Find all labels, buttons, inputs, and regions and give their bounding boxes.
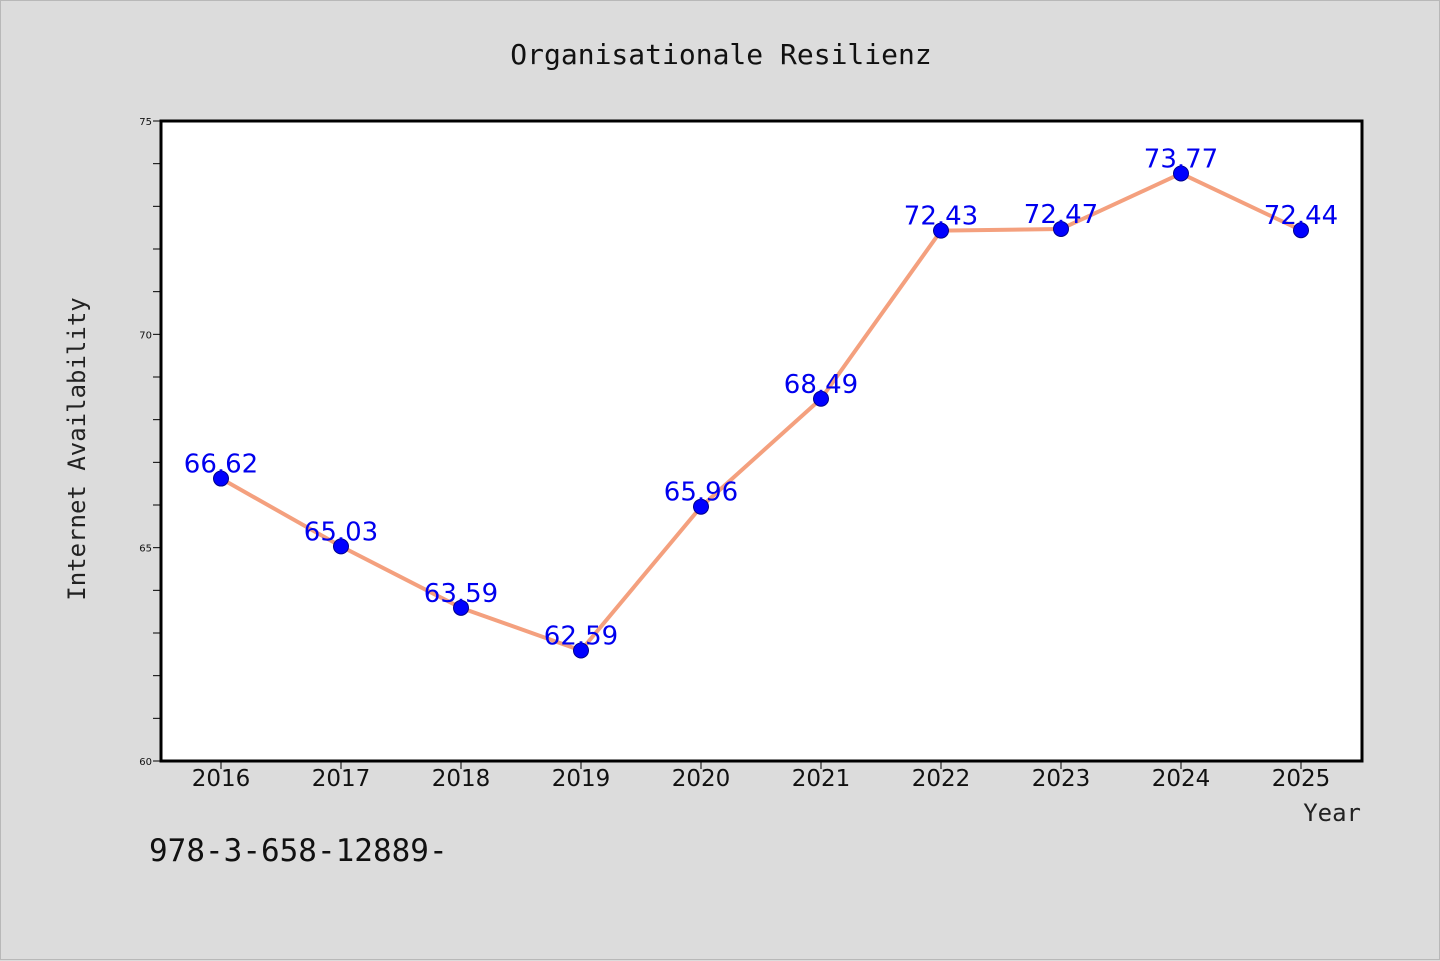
x-tick-label: 2019 bbox=[552, 766, 611, 792]
y-axis-ticks: 60 65 70 75 bbox=[139, 117, 161, 768]
x-axis-ticks: 2016 2017 2018 2019 2020 2021 2022 2023 2024 2025 bbox=[192, 761, 1331, 792]
data-point bbox=[1053, 220, 1069, 237]
data-label: 68.49 bbox=[784, 370, 858, 400]
data-label: 72.47 bbox=[1024, 200, 1098, 230]
data-point bbox=[1293, 222, 1309, 239]
x-tick-label: 2021 bbox=[792, 766, 851, 792]
series-line bbox=[220, 171, 1302, 653]
data-label: 72.43 bbox=[904, 202, 978, 232]
data-point bbox=[1173, 165, 1189, 182]
x-tick-label: 2018 bbox=[432, 766, 491, 792]
plot-area bbox=[159, 119, 1364, 763]
data-point bbox=[453, 599, 469, 616]
x-tick-label: 2022 bbox=[912, 766, 971, 792]
footnote-isbn: 978-3-658-12889- bbox=[149, 833, 448, 869]
x-tick-label: 2024 bbox=[1152, 766, 1211, 792]
x-tick-label: 2025 bbox=[1272, 766, 1331, 792]
y-tick-label: 65 bbox=[139, 544, 152, 555]
data-label: 62.59 bbox=[544, 621, 618, 651]
x-tick-label: 2020 bbox=[672, 766, 731, 792]
y-tick-label: 75 bbox=[139, 117, 152, 128]
chart-title: Organisationale Resilienz bbox=[510, 38, 931, 71]
x-axis-label: Year bbox=[1303, 799, 1361, 827]
data-labels: 66.62 65.03 63.59 62.59 65.96 68.49 72.43 72.47… bbox=[184, 144, 1338, 651]
y-tick-label: 70 bbox=[139, 330, 152, 341]
data-point bbox=[693, 498, 709, 515]
data-point bbox=[333, 538, 349, 555]
y-axis-label: Internet Availability bbox=[63, 297, 91, 600]
x-tick-label: 2016 bbox=[192, 766, 251, 792]
data-label: 73.77 bbox=[1144, 144, 1218, 174]
data-label: 65.03 bbox=[304, 517, 378, 547]
series-points bbox=[213, 165, 1309, 659]
data-point bbox=[933, 222, 949, 239]
data-label: 65.96 bbox=[664, 478, 738, 508]
data-point bbox=[813, 390, 829, 407]
data-point bbox=[573, 642, 589, 659]
y-tick-label: 60 bbox=[139, 757, 152, 768]
data-label: 66.62 bbox=[184, 450, 258, 480]
y-minor-ticks bbox=[153, 163, 161, 719]
x-tick-label: 2017 bbox=[312, 766, 371, 792]
x-tick-label: 2023 bbox=[1032, 766, 1091, 792]
data-label: 63.59 bbox=[424, 579, 498, 609]
data-label: 72.44 bbox=[1264, 201, 1338, 231]
data-point bbox=[213, 470, 229, 487]
